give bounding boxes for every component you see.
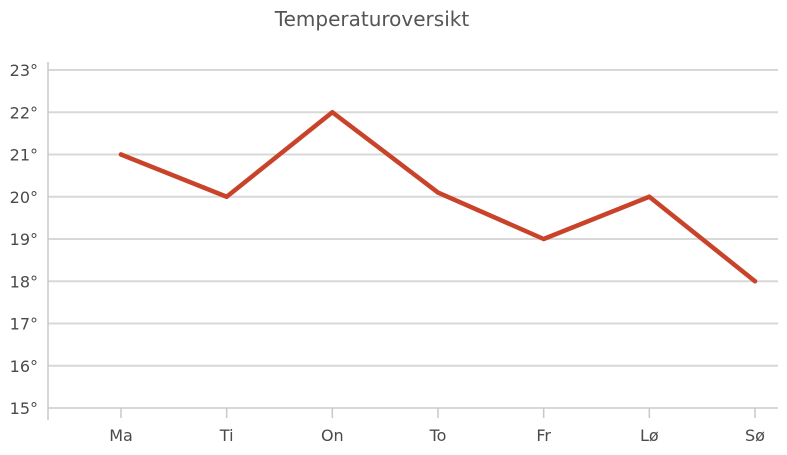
x-tick-label: To: [429, 426, 447, 445]
x-tick-label: On: [321, 426, 344, 445]
x-tick-label: Lø: [640, 426, 659, 445]
data-point: [224, 194, 229, 199]
series: [118, 110, 758, 284]
y-tick-label: 18°: [10, 272, 38, 291]
x-axis-ticks: Ma Ti On To Fr Lø Sø: [109, 408, 765, 445]
y-axis-ticks: 15° 16° 17° 18° 19° 20° 21° 22° 23°: [10, 61, 38, 418]
y-tick-label: 20°: [10, 188, 38, 207]
y-tick-label: 19°: [10, 230, 38, 249]
data-point: [752, 279, 758, 284]
chart-title: Temperaturoversikt: [274, 7, 470, 31]
data-point: [647, 194, 652, 199]
x-tick-label: Fr: [536, 426, 551, 445]
data-point: [330, 110, 335, 115]
y-tick-label: 15°: [10, 399, 38, 418]
data-point: [118, 152, 124, 157]
y-tick-label: 17°: [10, 315, 38, 334]
data-point: [435, 190, 441, 195]
x-tick-label: Sø: [745, 426, 765, 445]
data-point: [541, 236, 546, 242]
gridlines: [48, 69, 778, 409]
y-tick-label: 23°: [10, 61, 38, 80]
x-tick-label: Ma: [109, 426, 133, 445]
y-tick-label: 21°: [10, 146, 38, 165]
y-tick-label: 22°: [10, 103, 38, 122]
y-tick-label: 16°: [10, 357, 38, 376]
x-tick-label: Ti: [219, 426, 234, 445]
